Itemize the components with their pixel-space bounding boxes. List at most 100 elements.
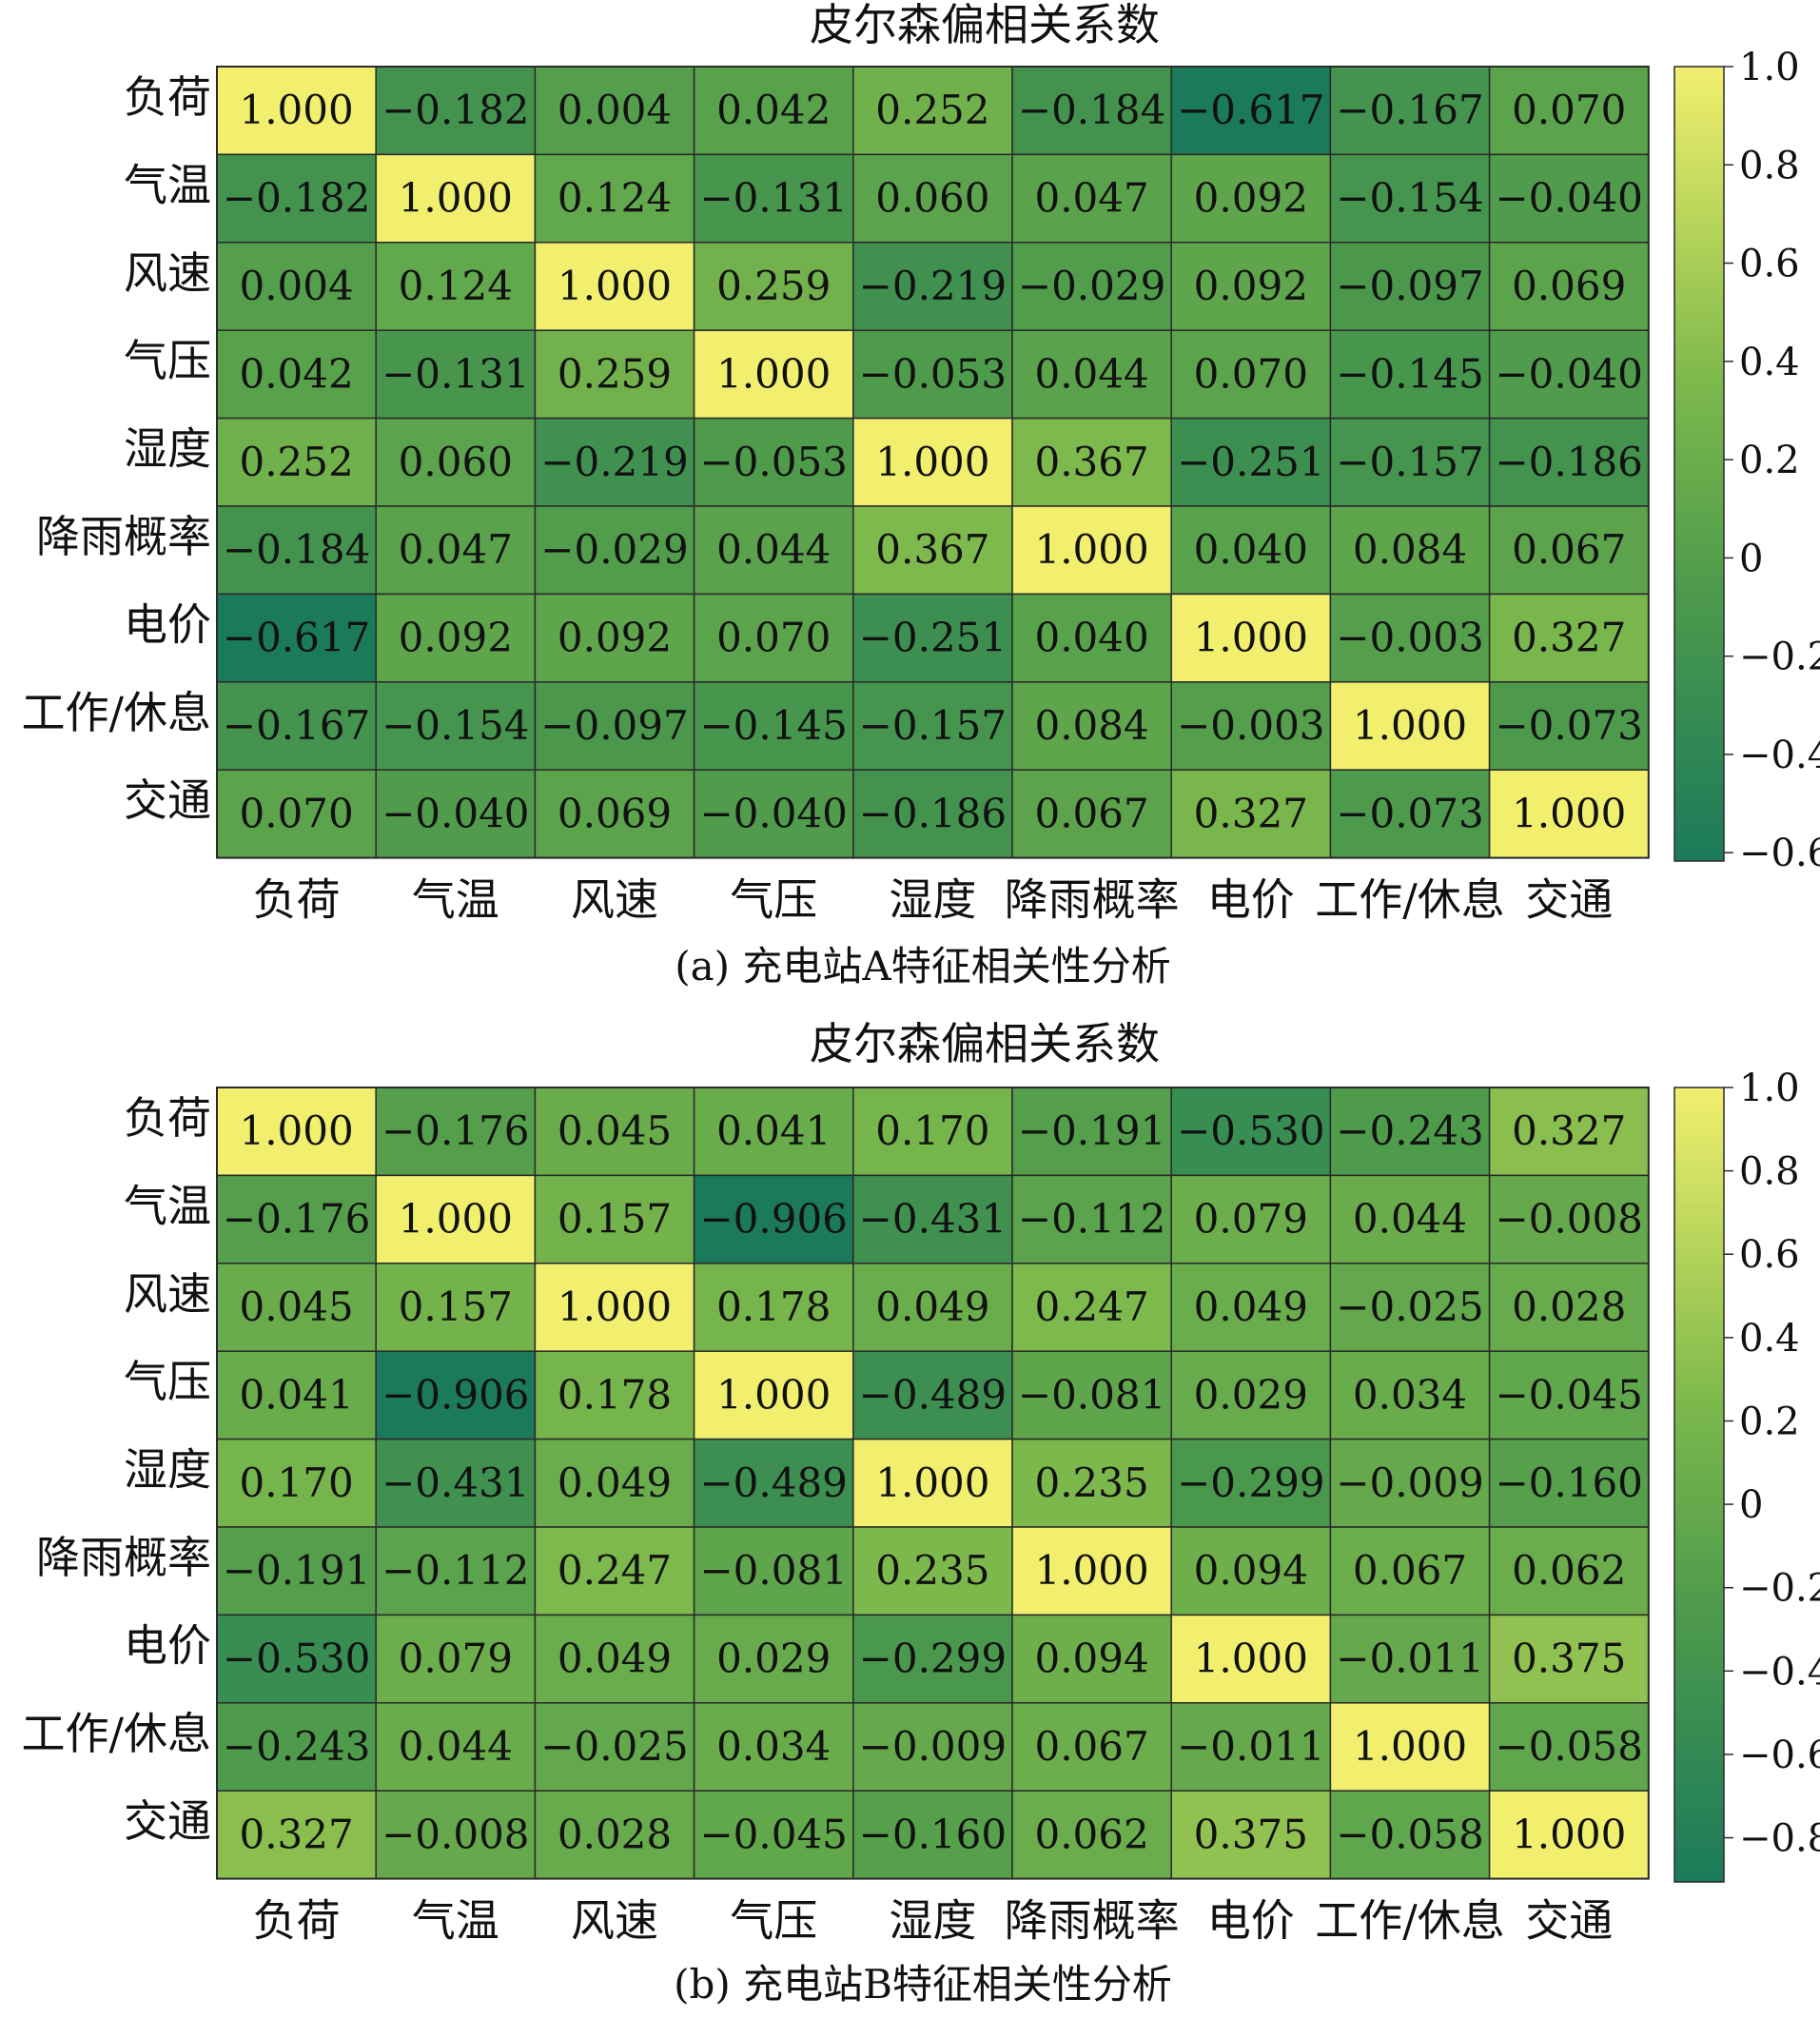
heatmap-cell [693,66,854,156]
cell-value-label: −0.243 [223,1723,370,1770]
chart-title-b: 皮尔森偏相关系数 [810,1018,1160,1069]
cell-value-label: −0.489 [859,1371,1007,1418]
colorbar-tick-label: 0.2 [1739,1400,1800,1443]
y-tick-label: 交通 [124,774,211,826]
heatmap-cell [852,242,1013,331]
cell-value-label: −0.058 [1495,1723,1642,1770]
cell-value-label: 0.178 [716,1283,831,1330]
y-tick-label: 气温 [124,159,211,210]
cell-value-label: 1.000 [239,1107,353,1154]
y-tick-label: 电价 [124,598,211,650]
cell-value-label: 1.000 [716,1371,831,1418]
heatmap-cell [534,242,695,331]
cell-value-label: 0.049 [558,1636,672,1682]
cell-value-label: 0.367 [875,526,989,573]
heatmap-cell [534,681,695,771]
cell-value-label: 0.045 [239,1283,353,1330]
cell-value-label: −0.011 [1336,1636,1483,1682]
cell-value-label: −0.081 [699,1547,847,1594]
cell-value-label: 0.028 [1512,1283,1626,1330]
y-tick-label: 负荷 [124,71,211,123]
cell-value-label: 0.049 [875,1283,989,1330]
cell-value-label: 0.375 [1512,1636,1626,1682]
cell-value-label: 0.034 [716,1723,831,1770]
heatmap-cell [1329,1702,1491,1792]
heatmap-cell [216,417,377,507]
colorbar-tick-label: 1.0 [1739,46,1800,89]
cell-value-label: 0.092 [1194,263,1308,309]
cell-value-label: 0.259 [558,350,672,397]
cell-value-label: 1.000 [1512,1811,1626,1857]
cell-value-label: 0.067 [1512,526,1626,573]
heatmap-cell [216,505,377,596]
cell-value-label: −0.154 [382,702,529,749]
heatmap-cell [375,769,537,859]
heatmap-cell [534,1438,695,1528]
cell-value-label: −0.251 [1177,439,1324,485]
heatmap-cell [1329,66,1491,156]
heatmap-cell [1011,505,1172,596]
cell-value-label: 1.000 [1353,1723,1467,1770]
cell-value-label: −0.131 [699,175,847,222]
cell-value-label: −0.243 [1336,1107,1483,1154]
heatmap-cell [375,1263,537,1352]
y-tick-label: 风速 [124,1268,211,1320]
x-tick-label: 电价 [1207,1895,1295,1947]
colorbar-gradient [1673,66,1725,862]
heatmap-cell [534,1702,695,1792]
heatmap-cell [1170,593,1332,683]
cell-value-label: 0.252 [875,87,989,133]
cell-value-label: −0.176 [382,1107,529,1154]
cell-value-label: −0.906 [382,1371,529,1418]
y-tick-label: 电价 [124,1619,211,1671]
cell-value-label: 1.000 [1034,526,1148,573]
colorbar-tick-label: −0.4 [1739,1650,1820,1694]
heatmap-cell [216,681,377,771]
heatmap-cell [1329,153,1491,244]
colorbar-tick-label: −0.4 [1739,734,1820,777]
cell-value-label: −0.003 [1177,702,1324,749]
heatmap-cell [852,1174,1013,1264]
cell-value-label: 0.327 [1512,615,1626,661]
cell-value-label: −0.040 [699,790,847,836]
cell-value-label: 0.070 [1512,87,1626,133]
cell-value-label: 1.000 [558,263,672,309]
heatmap-cell [216,1350,377,1440]
y-tick-label: 负荷 [124,1092,211,1144]
heatmap-cell [534,1614,695,1704]
heatmap-cell [852,593,1013,683]
heatmap-cell [534,153,695,244]
cell-value-label: 1.000 [558,1283,672,1330]
y-tick-label: 气压 [124,335,211,386]
heatmap-cell [375,1526,537,1616]
heatmap-cell [1329,1526,1491,1616]
heatmap-cell [1488,242,1650,331]
heatmap-border [216,66,1650,859]
colorbar-tick-label: 0 [1739,537,1763,580]
x-tick-label: 交通 [1525,1895,1613,1947]
heatmap-cell [1170,1702,1332,1792]
cell-value-label: −0.219 [859,263,1007,309]
heatmap-cell [1170,1350,1332,1440]
cell-value-label: 1.000 [1353,702,1467,749]
heatmap-cell [1488,505,1650,596]
colorbar-tick-label: −0.6 [1739,832,1820,875]
cell-value-label: 0.079 [1194,1196,1308,1243]
cell-value-label: 0.070 [1194,350,1308,397]
heatmap-cell [216,242,377,331]
cell-value-label: −0.157 [1336,439,1483,485]
cell-value-label: 1.000 [239,87,353,133]
cell-value-label: −0.131 [382,350,529,397]
heatmap-cell [852,1438,1013,1528]
cell-value-label: −0.053 [699,439,847,485]
cell-value-label: 0.069 [558,790,672,836]
cell-value-label: −0.053 [859,350,1007,397]
heatmap-cell [1170,681,1332,771]
cell-value-label: 0.178 [558,1371,672,1418]
heatmap-cell [375,1702,537,1792]
cell-value-label: −0.182 [223,175,370,222]
heatmap-panel-a: 皮尔森偏相关系数 1.000 −0.182 0.004 0.042 0.252 −0.18… [22,0,1820,989]
heatmap-cell [1488,417,1650,507]
